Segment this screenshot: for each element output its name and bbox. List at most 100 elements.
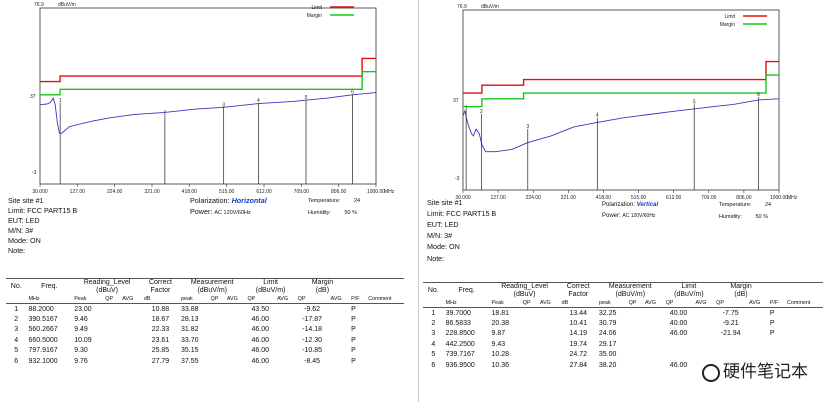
measurement-trace bbox=[39, 92, 377, 134]
cell-margin bbox=[714, 339, 747, 349]
cell-avg bbox=[643, 350, 664, 360]
legend-label: Limit bbox=[311, 5, 322, 11]
marker-number: 4 bbox=[596, 113, 599, 119]
cell-avg bbox=[275, 304, 296, 315]
cell-avg bbox=[329, 356, 350, 366]
mode-text: Mode: ON bbox=[427, 242, 460, 251]
x-tick-label: 709.00 bbox=[701, 195, 717, 201]
table-row: 2 390.5167 9.46 18.67 28.13 46.00 -17.87 P bbox=[6, 314, 404, 324]
marker-number: 1 bbox=[465, 106, 468, 112]
cell-pf: P bbox=[351, 336, 356, 344]
table-row: 4 660.5000 10.09 23.61 33.70 46.00 -12.30 P bbox=[6, 335, 404, 345]
cell-avg bbox=[747, 308, 768, 319]
cell-measurement: 33.88 bbox=[181, 305, 199, 313]
cell-comment bbox=[785, 329, 823, 339]
power-label: Power: bbox=[602, 213, 621, 219]
cell-qp bbox=[103, 304, 120, 315]
y-unit-label: dBuV/m bbox=[481, 4, 499, 10]
table-row: 6 932.1000 9.76 27.79 37.55 46.00 -8.45 P bbox=[6, 356, 404, 366]
col-header-margin: Margin (dB) bbox=[311, 279, 334, 294]
temperature-value: 24 bbox=[764, 202, 772, 208]
x-tick-label: 806.00 bbox=[331, 189, 347, 195]
cell-qp bbox=[103, 325, 120, 335]
cell-qp bbox=[521, 360, 538, 370]
x-tick-label: 806.00 bbox=[736, 195, 752, 201]
cell-qp bbox=[627, 318, 643, 328]
cell-comment bbox=[785, 308, 823, 319]
cell-margin: -14.18 bbox=[302, 326, 323, 334]
cell-pf bbox=[768, 339, 785, 349]
cell-avg bbox=[120, 325, 142, 335]
sub-peak: peak bbox=[179, 295, 209, 304]
cell-avg bbox=[225, 346, 246, 356]
sub-qp: QP bbox=[103, 295, 121, 304]
x-tick-label: 612.00 bbox=[666, 195, 682, 201]
polarization-label: Polarization: bbox=[602, 202, 636, 208]
cell-peak: 9.46 bbox=[74, 316, 88, 324]
cell-peak: 10.09 bbox=[74, 336, 92, 344]
cell-comment bbox=[366, 335, 404, 345]
cell-freq: 797.9167 bbox=[28, 347, 58, 355]
measurement-trace bbox=[462, 98, 780, 153]
cell-qp bbox=[521, 339, 538, 349]
humidity-value: 50 % bbox=[344, 210, 357, 216]
col-header-no: No. bbox=[427, 287, 439, 294]
limit-line bbox=[40, 57, 376, 83]
power-label: Power: bbox=[190, 207, 213, 216]
cell-correct-factor: 27.84 bbox=[569, 361, 588, 369]
cell-no: 5 bbox=[14, 347, 19, 355]
x-tick-label: 1000.00 bbox=[367, 189, 385, 195]
sub-avg: AVG bbox=[642, 299, 664, 308]
cell-correct-factor: 22.33 bbox=[151, 326, 170, 334]
cell-avg bbox=[225, 304, 246, 315]
y-bottom-label: -3 bbox=[455, 176, 460, 182]
cell-avg bbox=[747, 339, 768, 349]
cell-avg bbox=[329, 325, 350, 335]
cell-qp bbox=[209, 346, 225, 356]
cell-qp bbox=[521, 329, 538, 339]
cell-pf: P bbox=[769, 320, 775, 328]
sub-avg: AVG bbox=[120, 295, 142, 304]
x-unit-label: MHz bbox=[384, 189, 395, 195]
sub-qp: QP bbox=[295, 295, 329, 304]
y-top-label: 76.9 bbox=[34, 2, 44, 8]
cell-peak: 23.00 bbox=[74, 305, 92, 313]
cell-avg bbox=[329, 304, 350, 315]
sub-comment: Comment bbox=[366, 295, 404, 304]
y-mid-label: 37 bbox=[30, 94, 36, 100]
cell-avg bbox=[538, 318, 560, 328]
cell-qp bbox=[103, 314, 120, 324]
cell-correct-factor: 27.79 bbox=[151, 357, 170, 365]
cell-correct-factor: 25.85 bbox=[151, 347, 170, 355]
cell-limit: 46.00 bbox=[251, 316, 270, 324]
cell-avg bbox=[120, 346, 142, 356]
x-tick-label: 127.00 bbox=[490, 195, 506, 201]
cell-peak: 10.36 bbox=[491, 361, 510, 369]
cell-avg bbox=[275, 335, 296, 345]
cell-limit bbox=[664, 339, 694, 349]
cell-pf: P bbox=[351, 305, 356, 313]
cell-comment bbox=[366, 304, 404, 315]
x-tick-label: 224.00 bbox=[107, 189, 123, 195]
table-row: 3 560.2667 9.49 22.33 31.82 46.00 -14.18 P bbox=[6, 325, 404, 335]
humidity-label: Humidity: bbox=[308, 210, 331, 216]
x-tick-label: 1000.00 bbox=[770, 195, 788, 201]
cell-limit: 40.00 bbox=[669, 320, 688, 328]
cell-no: 2 bbox=[14, 316, 19, 324]
cell-avg bbox=[329, 346, 350, 356]
cell-margin: -8.45 bbox=[304, 357, 321, 365]
cell-avg bbox=[538, 329, 560, 339]
cell-peak: 9.43 bbox=[491, 340, 506, 348]
cell-qp bbox=[209, 356, 225, 366]
marker-number: 5 bbox=[305, 95, 308, 101]
col-header-limit: Limit (dBuV/m) bbox=[255, 279, 286, 294]
cell-qp bbox=[627, 339, 643, 349]
cell-avg bbox=[643, 339, 664, 349]
cell-peak: 9.76 bbox=[74, 357, 88, 365]
note-text: Note: bbox=[8, 246, 26, 255]
cell-avg bbox=[538, 308, 560, 319]
cell-freq: 560.2667 bbox=[28, 326, 58, 334]
cell-qp bbox=[103, 335, 120, 345]
mn-text: M/N: 3# bbox=[427, 231, 453, 240]
cell-measurement: 33.70 bbox=[181, 336, 199, 344]
